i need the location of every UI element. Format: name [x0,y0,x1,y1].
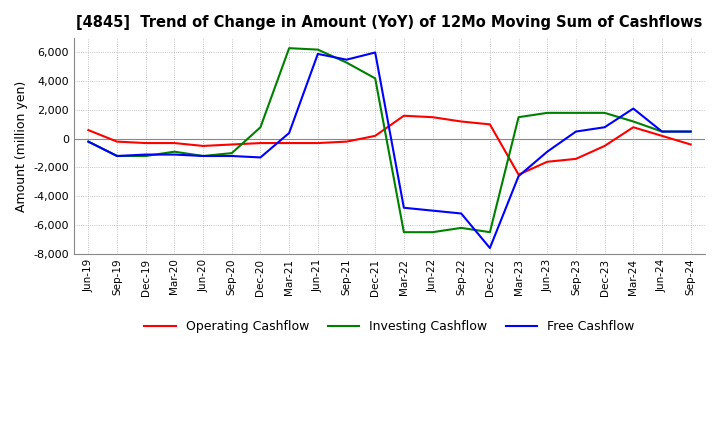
Investing Cashflow [686,129,695,134]
Free Cashflow [543,149,552,154]
Operating Cashflow [629,125,638,130]
Free Cashflow [199,154,207,159]
Investing Cashflow [313,47,322,52]
Operating Cashflow [371,133,379,139]
Investing Cashflow [228,150,236,156]
Operating Cashflow [657,133,666,139]
Investing Cashflow [371,76,379,81]
Free Cashflow [228,154,236,159]
Operating Cashflow [256,140,265,146]
Free Cashflow [686,129,695,134]
Investing Cashflow [400,230,408,235]
Operating Cashflow [141,140,150,146]
Free Cashflow [485,246,494,251]
Investing Cashflow [342,60,351,65]
Free Cashflow [400,205,408,210]
Free Cashflow [657,129,666,134]
Free Cashflow [141,152,150,157]
Investing Cashflow [170,149,179,154]
Free Cashflow [342,57,351,62]
Operating Cashflow [84,128,93,133]
Investing Cashflow [600,110,609,116]
Investing Cashflow [629,119,638,124]
Investing Cashflow [657,129,666,134]
Free Cashflow [428,208,437,213]
Operating Cashflow [170,140,179,146]
Investing Cashflow [572,110,580,116]
Free Cashflow [285,130,294,136]
Operating Cashflow [543,159,552,165]
Investing Cashflow [256,125,265,130]
Line: Operating Cashflow: Operating Cashflow [89,116,690,175]
Investing Cashflow [113,154,122,159]
Free Cashflow [84,139,93,144]
Operating Cashflow [113,139,122,144]
Investing Cashflow [543,110,552,116]
Free Cashflow [514,173,523,179]
Free Cashflow [256,155,265,160]
Free Cashflow [457,211,466,216]
Free Cashflow [629,106,638,111]
Operating Cashflow [485,122,494,127]
Free Cashflow [572,129,580,134]
Investing Cashflow [485,230,494,235]
Operating Cashflow [686,142,695,147]
Title: [4845]  Trend of Change in Amount (YoY) of 12Mo Moving Sum of Cashflows: [4845] Trend of Change in Amount (YoY) o… [76,15,703,30]
Investing Cashflow [457,225,466,231]
Operating Cashflow [228,142,236,147]
Operating Cashflow [514,172,523,177]
Operating Cashflow [342,139,351,144]
Operating Cashflow [428,114,437,120]
Line: Free Cashflow: Free Cashflow [89,52,690,248]
Investing Cashflow [285,45,294,51]
Operating Cashflow [600,143,609,149]
Free Cashflow [313,51,322,57]
Y-axis label: Amount (million yen): Amount (million yen) [15,81,28,212]
Operating Cashflow [572,156,580,161]
Investing Cashflow [514,114,523,120]
Free Cashflow [170,152,179,157]
Free Cashflow [371,50,379,55]
Line: Investing Cashflow: Investing Cashflow [89,48,690,232]
Operating Cashflow [199,143,207,149]
Investing Cashflow [141,154,150,159]
Free Cashflow [113,154,122,159]
Operating Cashflow [457,119,466,124]
Investing Cashflow [84,139,93,144]
Operating Cashflow [400,113,408,118]
Investing Cashflow [199,154,207,159]
Operating Cashflow [285,140,294,146]
Operating Cashflow [313,140,322,146]
Investing Cashflow [428,230,437,235]
Legend: Operating Cashflow, Investing Cashflow, Free Cashflow: Operating Cashflow, Investing Cashflow, … [140,315,639,338]
Free Cashflow [600,125,609,130]
